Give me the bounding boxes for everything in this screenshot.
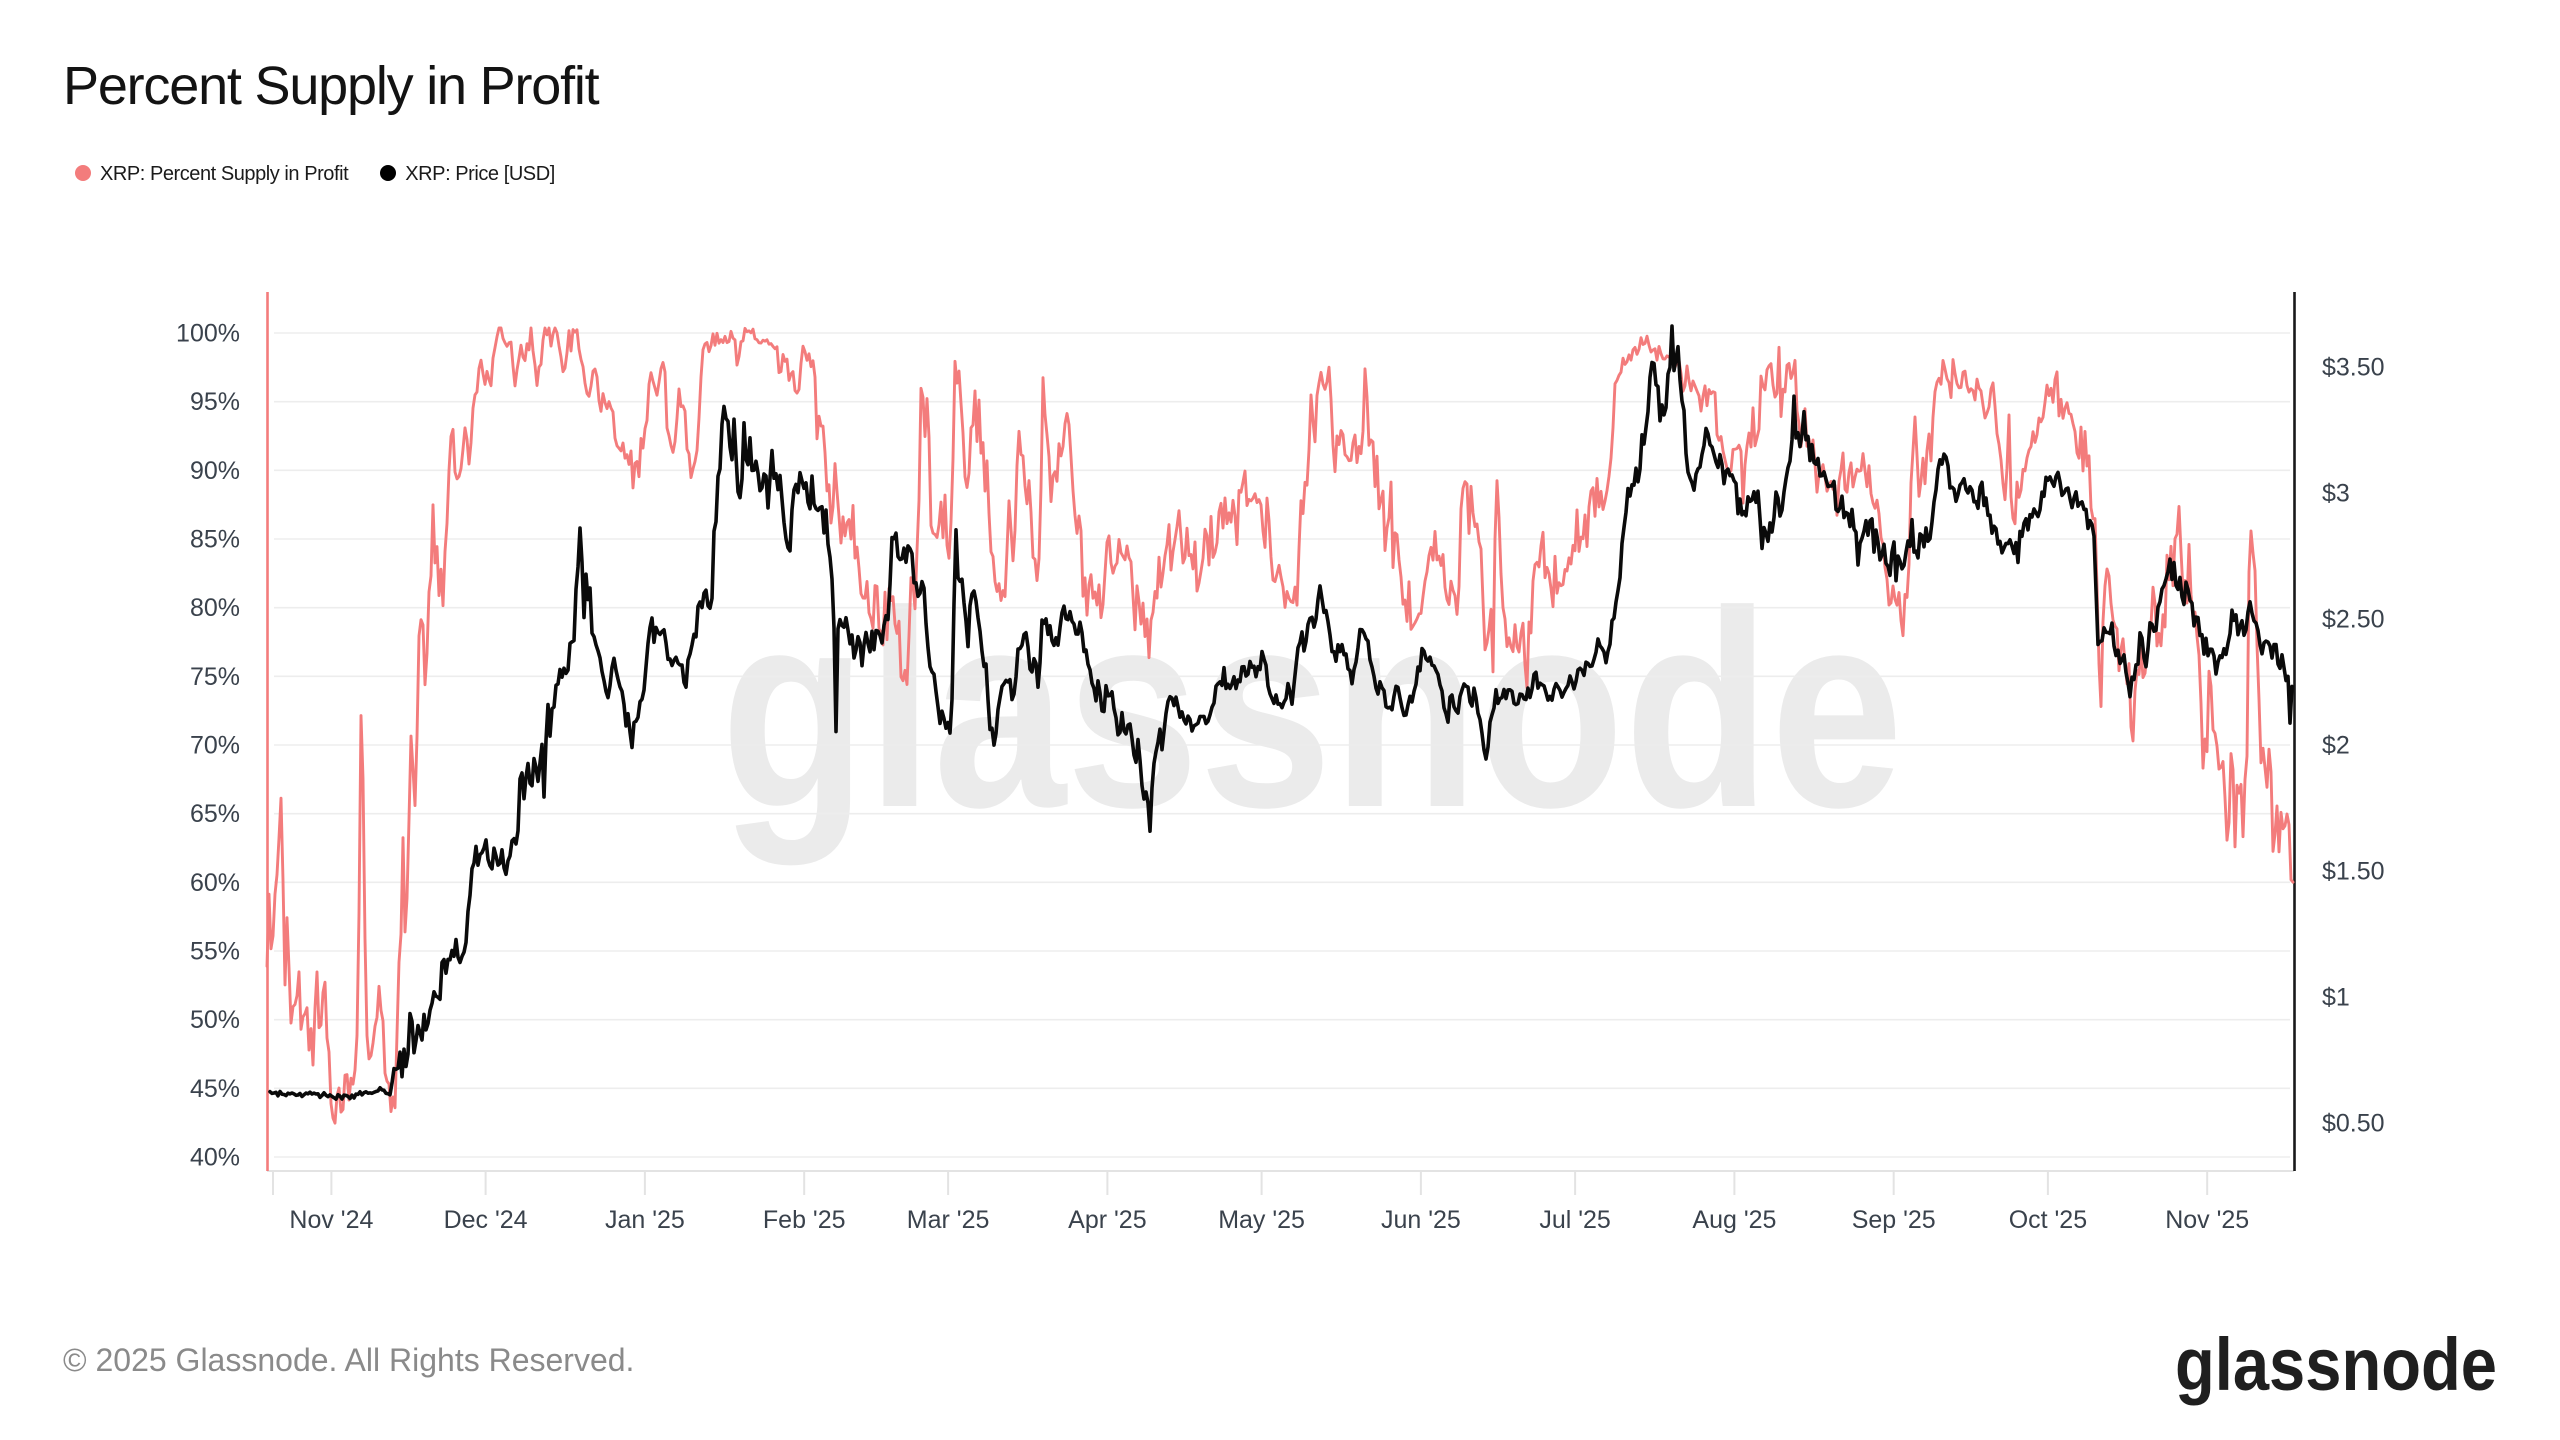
svg-text:65%: 65% xyxy=(190,800,240,828)
svg-text:45%: 45% xyxy=(190,1075,240,1103)
svg-text:$3: $3 xyxy=(2322,480,2350,508)
svg-text:85%: 85% xyxy=(190,526,240,554)
svg-text:90%: 90% xyxy=(190,457,240,485)
svg-text:Apr '25: Apr '25 xyxy=(1068,1206,1146,1234)
svg-text:$2: $2 xyxy=(2322,732,2350,760)
svg-text:80%: 80% xyxy=(190,594,240,622)
svg-text:75%: 75% xyxy=(190,663,240,691)
svg-text:Jun '25: Jun '25 xyxy=(1381,1206,1461,1234)
svg-text:Oct '25: Oct '25 xyxy=(2009,1206,2087,1234)
svg-text:55%: 55% xyxy=(190,938,240,966)
svg-text:Dec '24: Dec '24 xyxy=(444,1206,528,1234)
svg-text:95%: 95% xyxy=(190,388,240,416)
svg-text:Jan '25: Jan '25 xyxy=(605,1206,685,1234)
svg-text:70%: 70% xyxy=(190,732,240,760)
svg-text:50%: 50% xyxy=(190,1006,240,1034)
svg-text:60%: 60% xyxy=(190,869,240,897)
svg-text:40%: 40% xyxy=(190,1144,240,1172)
svg-text:glassnode: glassnode xyxy=(721,553,1904,867)
svg-text:Sep '25: Sep '25 xyxy=(1852,1206,1936,1234)
svg-text:Nov '24: Nov '24 xyxy=(289,1206,373,1234)
svg-text:$1: $1 xyxy=(2322,984,2350,1012)
svg-text:May '25: May '25 xyxy=(1218,1206,1305,1234)
svg-text:$3.50: $3.50 xyxy=(2322,354,2385,382)
svg-text:glassnode: glassnode xyxy=(2175,1323,2497,1406)
svg-text:Aug '25: Aug '25 xyxy=(1692,1206,1776,1234)
svg-text:$0.50: $0.50 xyxy=(2322,1110,2385,1138)
svg-text:Feb '25: Feb '25 xyxy=(763,1206,846,1234)
svg-text:$2.50: $2.50 xyxy=(2322,606,2385,634)
svg-text:Jul '25: Jul '25 xyxy=(1539,1206,1610,1234)
svg-text:Mar '25: Mar '25 xyxy=(907,1206,990,1234)
svg-text:$1.50: $1.50 xyxy=(2322,858,2385,886)
svg-text:100%: 100% xyxy=(176,320,240,348)
svg-text:Nov '25: Nov '25 xyxy=(2165,1206,2249,1234)
